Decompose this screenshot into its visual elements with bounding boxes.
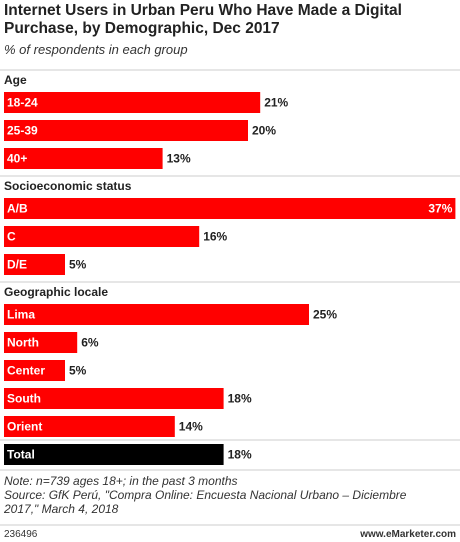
bar [4,254,65,275]
bar [4,92,261,113]
value-label: 5% [69,364,87,378]
chart-subtitle: % of respondents in each group [4,42,188,57]
value-label: 14% [179,420,203,434]
source: Source: GfK Perú, "Compra Online: Encues… [4,488,407,516]
bar [4,416,175,437]
value-label: 25% [313,308,337,322]
note: Note: n=739 ages 18+; in the past 3 mont… [4,474,238,488]
category-label: South [7,392,41,406]
category-label: C [7,230,16,244]
category-label: D/E [7,258,27,272]
category-label: 40+ [7,152,27,166]
value-label: 18% [228,448,252,462]
value-label: 13% [167,152,191,166]
value-label: 37% [428,202,452,216]
bar [4,360,65,381]
category-label: 18-24 [7,96,38,110]
value-label: 5% [69,258,87,272]
bar [4,226,200,247]
category-label: Center [7,364,45,378]
bar [4,304,309,325]
category-label: Lima [7,308,35,322]
bar [4,198,456,219]
group-label: Socioeconomic status [4,179,132,193]
chart-title: Internet Users in Urban Peru Who Have Ma… [4,2,402,37]
bar [4,120,248,141]
bar [4,388,224,409]
brand: www.eMarketer.com [360,529,456,540]
bar [4,444,224,465]
bar [4,332,78,353]
group-label: Age [4,73,27,87]
chart-id: 236496 [4,529,38,540]
category-label: Orient [7,420,42,434]
value-label: 6% [81,336,99,350]
value-label: 16% [203,230,227,244]
category-label: Total [7,448,35,462]
value-label: 21% [264,96,288,110]
value-label: 18% [228,392,252,406]
notes: Note: n=739 ages 18+; in the past 3 mont… [4,474,444,516]
category-label: North [7,336,39,350]
footer: 236496 www.eMarketer.com [4,529,456,540]
bar [4,148,163,169]
group-label: Geographic locale [4,285,108,299]
category-label: A/B [7,202,28,216]
value-label: 20% [252,124,276,138]
category-label: 25-39 [7,124,38,138]
